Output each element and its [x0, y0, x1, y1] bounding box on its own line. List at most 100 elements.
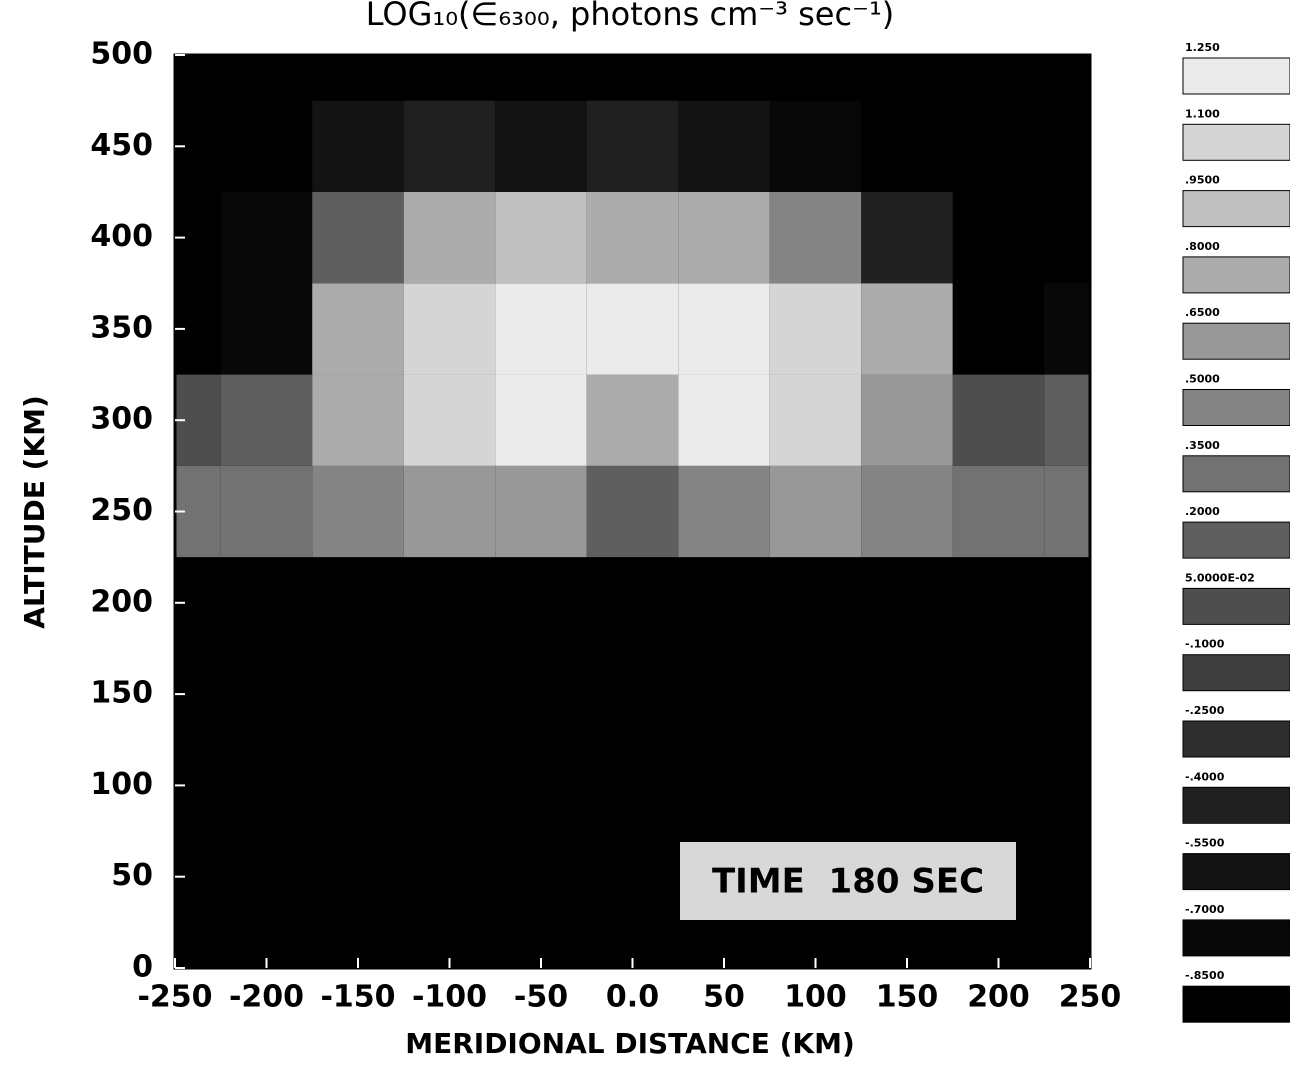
heatmap-cell — [220, 191, 313, 284]
heatmap-cell — [220, 831, 313, 923]
legend-label: -.2500 — [1185, 704, 1225, 717]
legend-label: -.1000 — [1185, 638, 1225, 651]
heatmap-cell — [312, 55, 404, 101]
heatmap-cell — [678, 648, 770, 740]
y-tick-label: 50 — [111, 858, 153, 893]
y-tick-label: 400 — [90, 219, 153, 254]
heatmap-cell — [769, 465, 862, 558]
x-axis-label: MERIDIONAL DISTANCE (KM) — [405, 1027, 855, 1060]
y-tick-label: 100 — [90, 767, 153, 802]
legend-label: .8000 — [1185, 240, 1220, 253]
x-tick-label: 50 — [703, 980, 745, 1015]
heatmap-cell — [1044, 739, 1090, 832]
heatmap-cell — [861, 557, 953, 649]
heatmap-cell — [586, 557, 679, 649]
heatmap-cell — [403, 739, 496, 832]
legend-label: .5000 — [1185, 373, 1220, 386]
x-tick-label: 100 — [784, 980, 847, 1015]
legend-swatch — [1182, 919, 1290, 957]
heatmap-cell — [312, 465, 404, 558]
heatmap-cell — [495, 739, 587, 832]
x-tick-label: 250 — [1059, 980, 1122, 1015]
legend-label: 5.0000E-02 — [1185, 571, 1255, 584]
heatmap-cell — [586, 465, 679, 558]
heatmap-cell — [1044, 648, 1090, 740]
heatmap-cell — [495, 648, 587, 740]
heatmap-cell — [1044, 831, 1090, 923]
heatmap-cell — [769, 648, 862, 740]
heatmap-cell — [861, 283, 953, 375]
x-tick-label: 0.0 — [606, 980, 659, 1015]
legend-label: 1.250 — [1185, 41, 1220, 54]
heatmap-cell — [861, 191, 953, 284]
legend-label: .2000 — [1185, 505, 1220, 518]
heatmap-cell — [312, 557, 404, 649]
y-axis-label: ALTITUDE (KM) — [18, 395, 51, 629]
heatmap-cell — [678, 739, 770, 832]
y-tick-label: 350 — [90, 310, 153, 345]
heatmap-cell — [952, 283, 1045, 375]
heatmap-cell — [495, 283, 587, 375]
legend-swatch — [1182, 190, 1290, 228]
legend-label: .3500 — [1185, 439, 1220, 452]
legend-label: -.5500 — [1185, 837, 1225, 850]
heatmap-cell — [312, 648, 404, 740]
heatmap-cell — [1044, 191, 1090, 284]
heatmap-cell — [952, 55, 1045, 101]
heatmap-cell — [175, 922, 221, 968]
y-tick-label: 200 — [90, 584, 153, 619]
y-tick-label: 0 — [132, 950, 153, 985]
heatmap-cell — [861, 374, 953, 466]
x-tick-label: -200 — [229, 980, 304, 1015]
heatmap-cell — [495, 374, 587, 466]
heatmap-cell — [1044, 55, 1090, 101]
x-tick-label: -250 — [137, 980, 212, 1015]
annotation-box — [680, 842, 1016, 920]
heatmap-cell — [769, 100, 862, 192]
heatmap-cell — [312, 739, 404, 832]
heatmap-cell — [586, 831, 679, 923]
heatmap-cell — [220, 557, 313, 649]
heatmap-cell — [678, 283, 770, 375]
x-tick-label: -50 — [514, 980, 568, 1015]
heatmap-cell — [1044, 922, 1090, 968]
heatmap-cell — [220, 739, 313, 832]
heatmap-cell — [495, 465, 587, 558]
y-tick-label: 500 — [90, 37, 153, 72]
legend-swatch — [1182, 853, 1290, 891]
heatmap-cell — [678, 100, 770, 192]
heatmap-cell — [952, 739, 1045, 832]
heatmap-cell — [312, 100, 404, 192]
x-tick-label: -100 — [412, 980, 487, 1015]
heatmap-cell — [403, 283, 496, 375]
heatmap-cell — [495, 557, 587, 649]
y-tick-label: 150 — [90, 676, 153, 711]
heatmap-cell — [312, 283, 404, 375]
legend-label: .9500 — [1185, 174, 1220, 187]
heatmap-cell — [403, 100, 496, 192]
heatmap-cell — [220, 648, 313, 740]
heatmap-cell — [403, 191, 496, 284]
heatmap-cell — [861, 648, 953, 740]
heatmap-cell — [678, 465, 770, 558]
heatmap-cell — [220, 283, 313, 375]
heatmap-cell — [312, 831, 404, 923]
x-tick-label: 150 — [876, 980, 939, 1015]
y-tick-label: 250 — [90, 493, 153, 528]
chart-title: LOG₁₀(∈₆₃₀₀, photons cm⁻³ sec⁻¹) — [366, 0, 895, 33]
heatmap-cell — [495, 100, 587, 192]
heatmap-cell — [769, 557, 862, 649]
heatmap-cell — [952, 648, 1045, 740]
heatmap-cell — [586, 283, 679, 375]
heatmap-cell — [495, 191, 587, 284]
heatmap-cell — [220, 100, 313, 192]
legend-label: -.4000 — [1185, 770, 1225, 783]
heatmap-cell — [769, 374, 862, 466]
heatmap-cell — [952, 557, 1045, 649]
x-tick-label: -150 — [320, 980, 395, 1015]
heatmap-cell — [403, 55, 496, 101]
heatmap-cell — [1044, 465, 1090, 558]
heatmap-cell — [403, 557, 496, 649]
heatmap-cell — [403, 374, 496, 466]
